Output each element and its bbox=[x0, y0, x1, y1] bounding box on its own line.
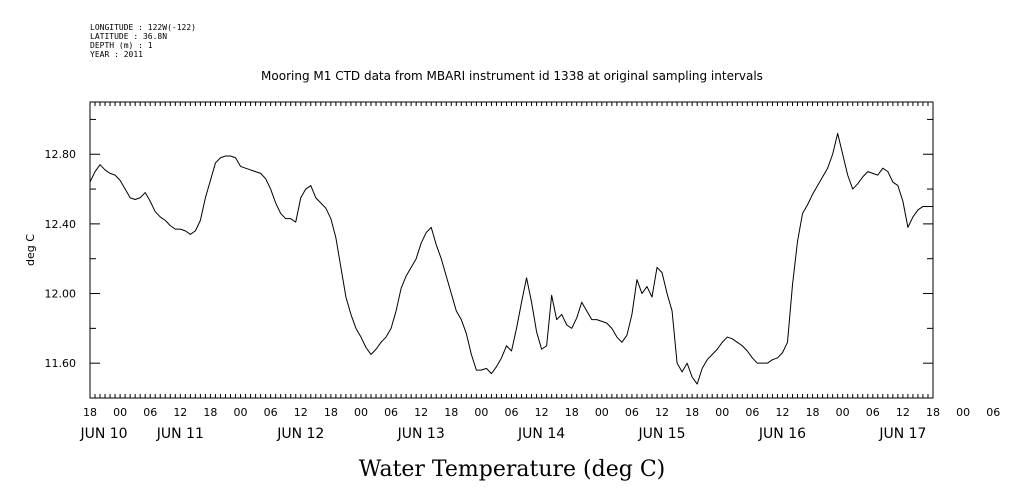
x-hour-label: 12 bbox=[775, 406, 789, 419]
x-day-label: JUN 12 bbox=[276, 426, 324, 442]
meta-year: YEAR : 2011 bbox=[90, 50, 143, 59]
x-hour-label: 00 bbox=[474, 406, 488, 419]
x-hour-label: 06 bbox=[745, 406, 759, 419]
y-tick-label: 11.60 bbox=[45, 357, 77, 370]
x-hour-label: 06 bbox=[384, 406, 398, 419]
x-hour-label: 00 bbox=[113, 406, 127, 419]
x-hour-label: 18 bbox=[83, 406, 97, 419]
meta-longitude: LONGITUDE : 122W(-122) bbox=[90, 23, 196, 32]
chart-title: Mooring M1 CTD data from MBARI instrumen… bbox=[261, 69, 763, 83]
x-axis: 18 00 06 12 18 00 06 12 18 00 06 12 18 00 06 12 18 00 06 12… bbox=[79, 406, 1000, 442]
y-tick-label: 12.80 bbox=[45, 148, 77, 161]
x-hour-label: 12 bbox=[655, 406, 669, 419]
y-axis: 11.60 12.00 12.40 12.80 bbox=[45, 118, 933, 399]
x-day-label: JUN 14 bbox=[517, 426, 565, 442]
x-hour-label: 12 bbox=[535, 406, 549, 419]
meta-depth: DEPTH (m) : 1 bbox=[90, 41, 153, 50]
series-line-0 bbox=[89, 132, 933, 385]
x-hour-label: 18 bbox=[565, 406, 579, 419]
x-hour-label: 00 bbox=[595, 406, 609, 419]
x-hour-label: 06 bbox=[143, 406, 157, 419]
x-hour-label: 18 bbox=[444, 406, 458, 419]
x-hour-label: 00 bbox=[715, 406, 729, 419]
x-axis-label: Water Temperature (deg C) bbox=[359, 457, 666, 482]
x-hour-label: 18 bbox=[324, 406, 338, 419]
x-day-label: JUN 16 bbox=[758, 426, 806, 442]
x-hour-label: 00 bbox=[836, 406, 850, 419]
x-hour-label: 18 bbox=[685, 406, 699, 419]
x-hour-label: 06 bbox=[625, 406, 639, 419]
x-hour-label: 06 bbox=[866, 406, 880, 419]
x-hour-label: 18 bbox=[926, 406, 940, 419]
x-hour-label: 06 bbox=[986, 406, 1000, 419]
x-hour-label: 00 bbox=[234, 406, 248, 419]
x-hour-label: 00 bbox=[956, 406, 970, 419]
y-tick-label: 12.00 bbox=[45, 288, 77, 301]
x-hour-label: 00 bbox=[354, 406, 368, 419]
series-group bbox=[89, 132, 933, 385]
plot-frame bbox=[89, 101, 934, 399]
x-hour-label: 12 bbox=[173, 406, 187, 419]
x-day-label: JUN 17 bbox=[878, 426, 926, 442]
x-hour-label: 06 bbox=[505, 406, 519, 419]
x-day-label: JUN 11 bbox=[156, 426, 204, 442]
x-day-label: JUN 10 bbox=[79, 426, 127, 442]
minor-ticks bbox=[89, 102, 934, 398]
x-hour-label: 12 bbox=[896, 406, 910, 419]
y-tick-label: 12.40 bbox=[45, 218, 77, 231]
x-hour-label: 18 bbox=[806, 406, 820, 419]
x-hour-label: 12 bbox=[414, 406, 428, 419]
y-axis-label: deg C bbox=[24, 234, 37, 266]
meta-latitude: LATITUDE : 36.8N bbox=[90, 32, 167, 41]
x-hour-label: 12 bbox=[294, 406, 308, 419]
x-hour-label: 18 bbox=[203, 406, 217, 419]
x-day-label: JUN 15 bbox=[637, 426, 685, 442]
x-day-label: JUN 13 bbox=[397, 426, 445, 442]
x-hour-label: 06 bbox=[264, 406, 278, 419]
